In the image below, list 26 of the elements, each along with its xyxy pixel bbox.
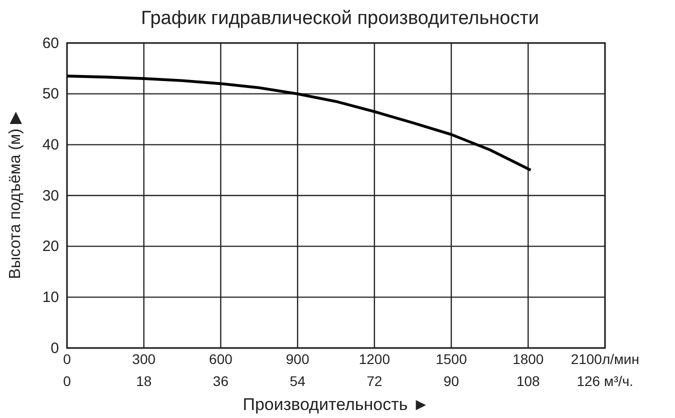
y-tick-label: 40 bbox=[42, 136, 59, 154]
chart-title: График гидравлической производительности bbox=[140, 8, 540, 29]
x2-tick-label: 54 bbox=[290, 372, 306, 389]
x-tick-label: 0 bbox=[63, 350, 72, 367]
x-tick-label: 600 bbox=[209, 350, 233, 367]
x2-tick-label: 18 bbox=[136, 372, 152, 389]
x2-tick-label: 36 bbox=[212, 372, 229, 389]
line-series bbox=[66, 74, 532, 172]
x-tick-label: 1800 bbox=[512, 350, 544, 367]
y-axis-title: Высота подъёма (м) ▶ bbox=[7, 111, 24, 279]
y-tick-label: 10 bbox=[42, 288, 59, 306]
x2-tick-label: 126 м³/ч. bbox=[576, 372, 634, 389]
y-tick-label: 60 bbox=[42, 34, 59, 52]
x-tick-label: 2100л/мин bbox=[570, 350, 640, 367]
y-tick-label: 50 bbox=[42, 86, 59, 103]
y-tick-label: 30 bbox=[42, 187, 59, 204]
x2-tick-label: 0 bbox=[63, 372, 72, 389]
x-tick-label: 300 bbox=[132, 350, 156, 367]
x2-tick-label: 108 bbox=[516, 372, 540, 389]
x-tick-label: 1500 bbox=[436, 350, 468, 367]
x-tick-label: 900 bbox=[286, 350, 310, 367]
x-axis-title: Производительность ► bbox=[242, 395, 430, 414]
x2-tick-label: 90 bbox=[443, 372, 460, 389]
x2-tick-label: 72 bbox=[366, 372, 382, 389]
x-tick-label: 1200 bbox=[358, 350, 390, 367]
y-tick-label: 20 bbox=[42, 238, 59, 256]
